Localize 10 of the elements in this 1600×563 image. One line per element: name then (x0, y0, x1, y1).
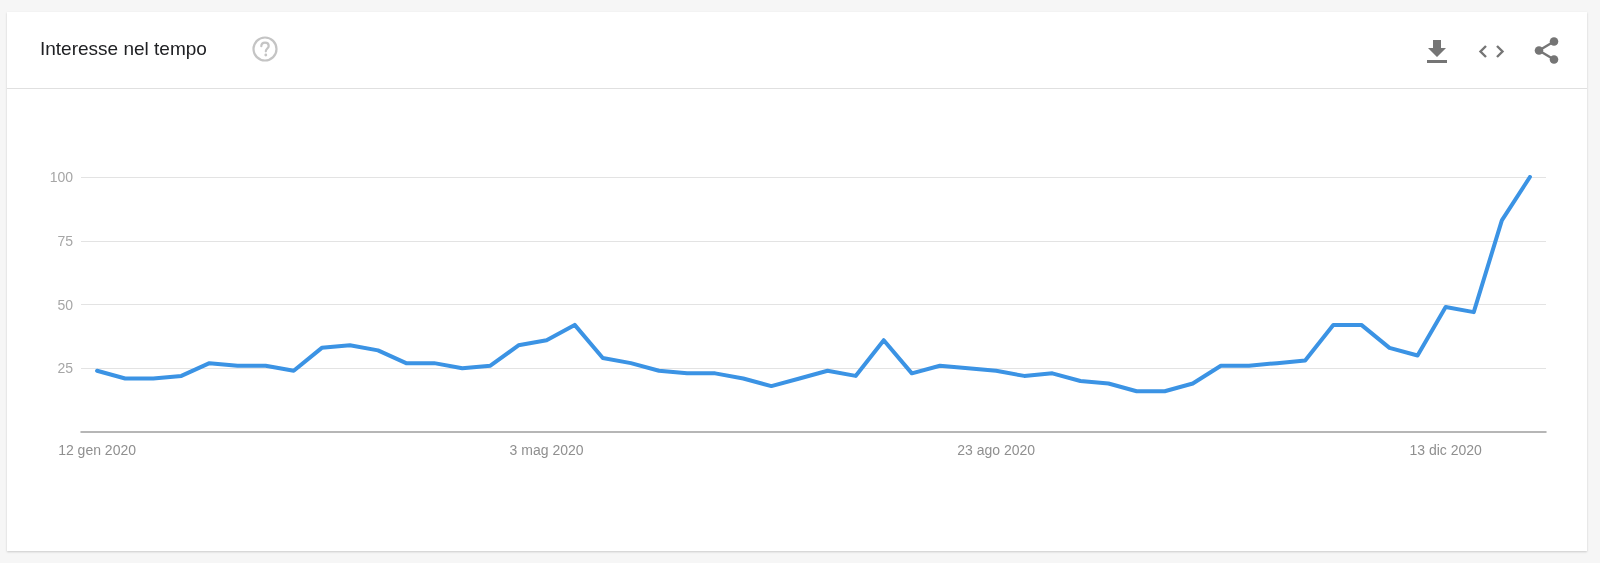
chart-title: Interesse nel tempo (40, 38, 207, 60)
line-series (95, 175, 1532, 394)
y-tick-label: 100 (49, 169, 74, 185)
x-tick-label: 23 ago 2020 (957, 442, 1036, 458)
x-tick-label: 13 dic 2020 (1409, 442, 1483, 458)
y-tick-label: 25 (57, 360, 74, 377)
x-tick-label: 3 mag 2020 (509, 442, 584, 458)
y-tick-label: 50 (57, 296, 74, 313)
y-tick-label: 75 (57, 232, 74, 249)
x-tick-label: 12 gen 2020 (58, 442, 137, 458)
